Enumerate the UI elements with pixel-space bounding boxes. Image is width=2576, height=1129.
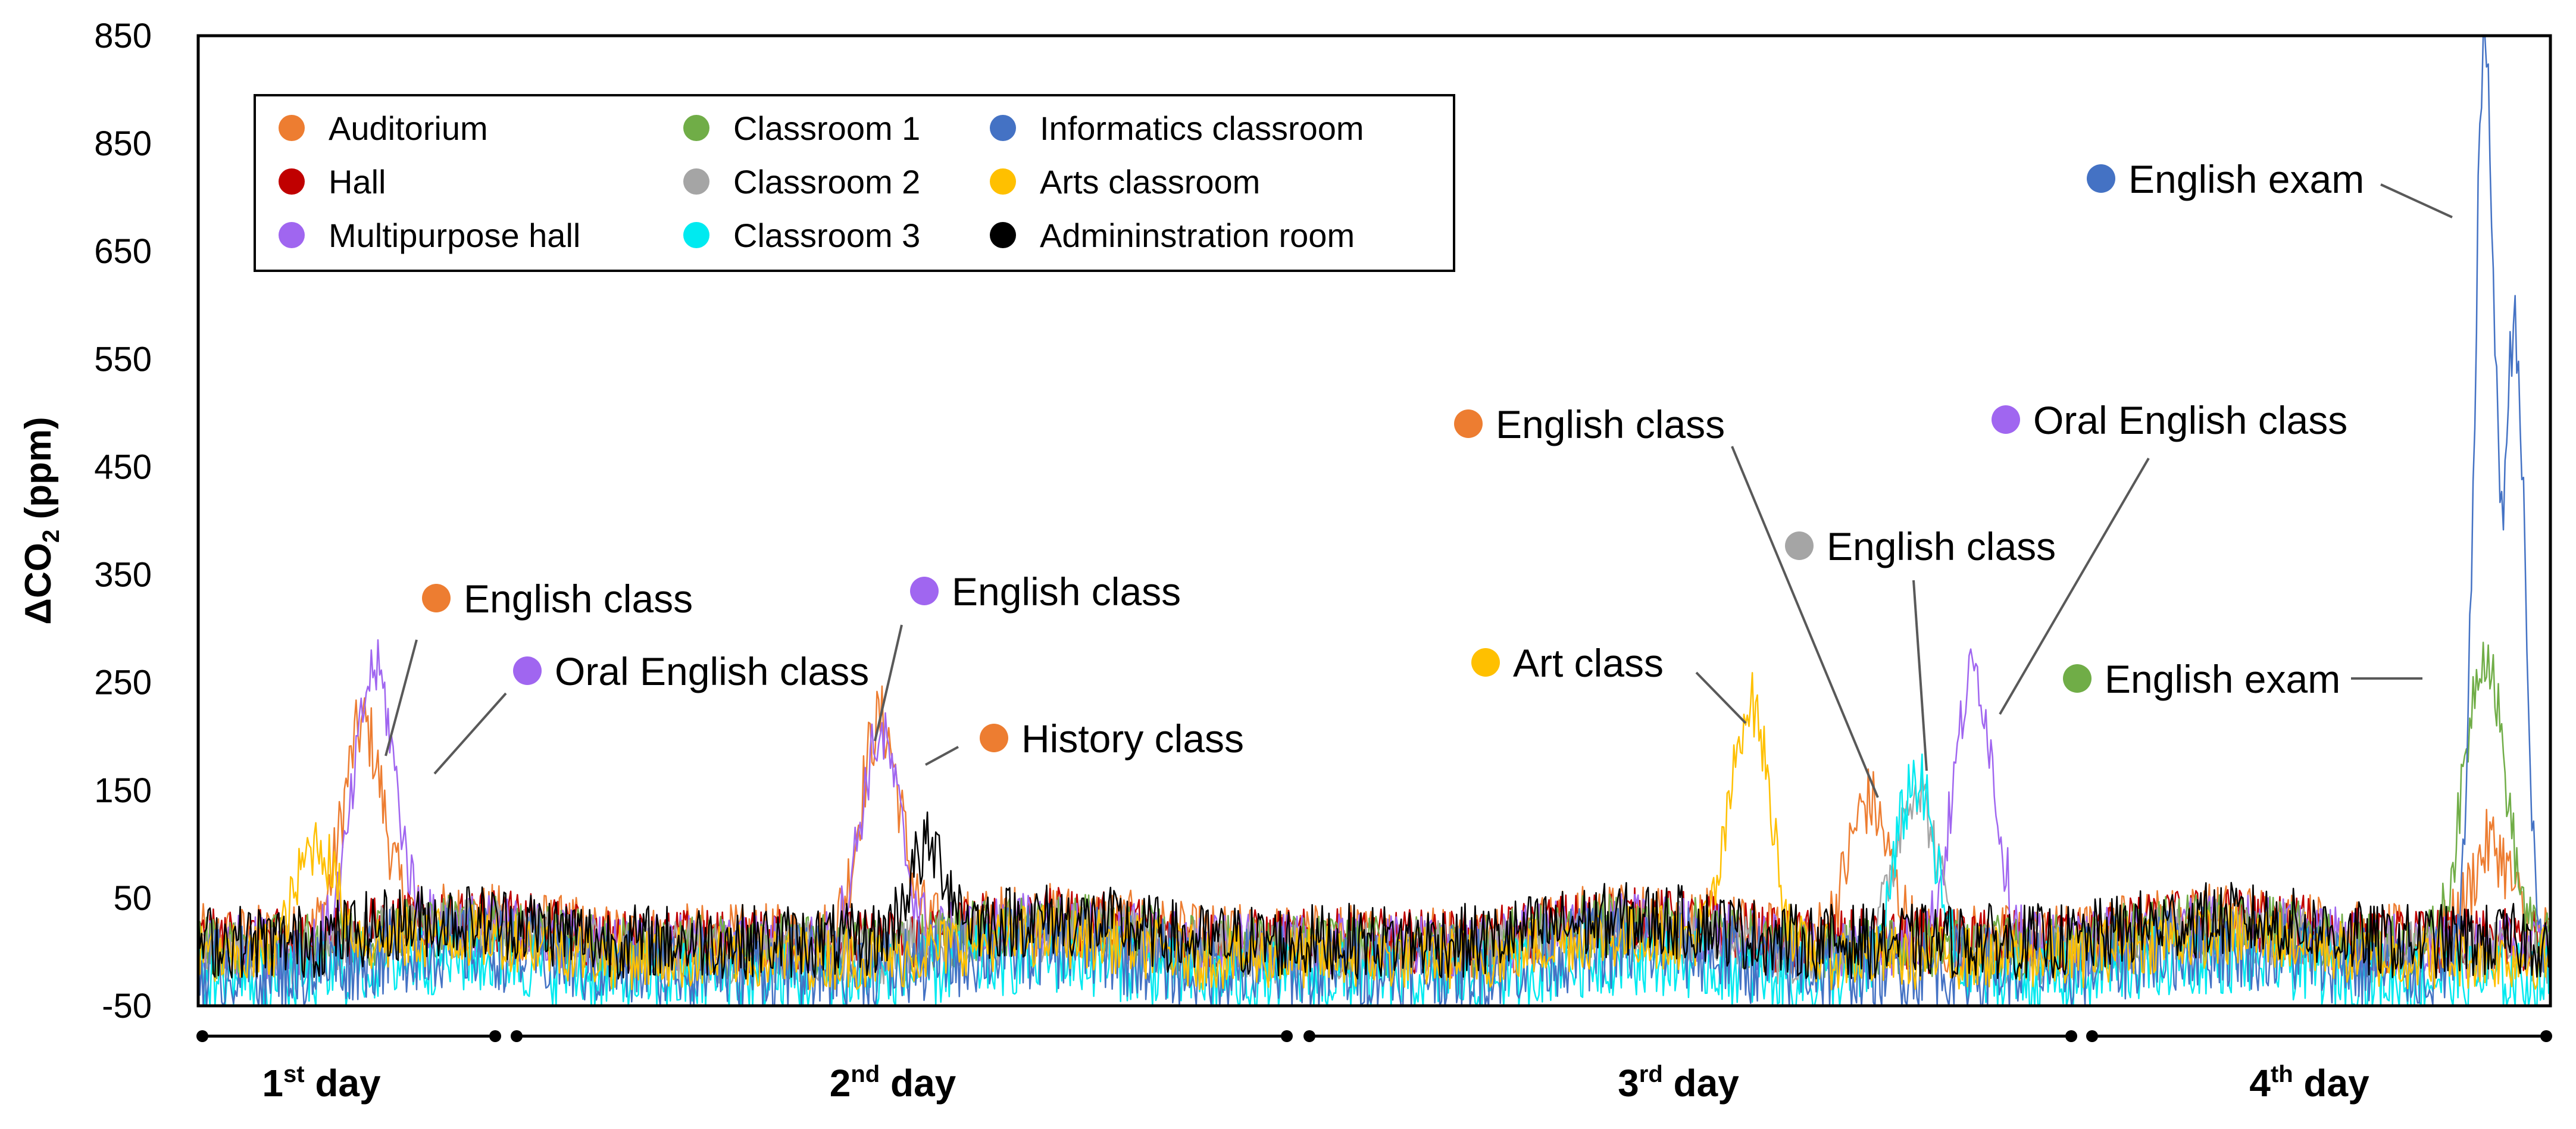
y-tick-label: 150 <box>94 771 152 810</box>
annotation-label: English class <box>1827 524 2056 568</box>
y-tick-label: 850 <box>94 124 152 163</box>
series-line-admininstration-room <box>197 811 2552 980</box>
day-label: 1st day <box>262 1061 381 1105</box>
legend-label: Multipurpose hall <box>329 217 580 254</box>
annotation-marker <box>513 656 542 685</box>
legend-marker <box>279 222 305 248</box>
legend-marker <box>990 222 1016 248</box>
y-tick-label: 850 <box>94 17 152 55</box>
legend-label: Classroom 3 <box>733 217 920 254</box>
legend: Auditorium Hall Multipurpose hall Classroom… <box>254 94 1455 272</box>
y-axis: 850 850 650 550 450 350 250 150 50 -50 <box>94 17 152 1025</box>
legend-label: Classroom 2 <box>733 163 920 201</box>
series-line-arts-classroom <box>197 672 2552 990</box>
series-layer <box>197 35 2552 1007</box>
annotation-label: English class <box>952 570 1181 614</box>
day-bracket-dot <box>489 1030 501 1042</box>
y-axis-label: ΔCO2 (ppm) <box>18 417 64 624</box>
annotation-marker <box>2087 164 2115 193</box>
legend-marker <box>990 115 1016 141</box>
day-bracket-dot <box>196 1030 208 1042</box>
annotation-marker <box>1471 648 1500 677</box>
annotation-marker <box>1992 405 2020 434</box>
legend-marker <box>279 115 305 141</box>
annotation-marker <box>2063 664 2092 693</box>
day-bracket-dot <box>511 1030 523 1042</box>
legend-label: Admininstration room <box>1040 217 1355 254</box>
day-label: 3rd day <box>1618 1061 1739 1105</box>
y-tick-label: 50 <box>113 879 152 918</box>
annotation-leader <box>874 624 903 742</box>
annotation-label: English class <box>464 577 693 621</box>
annotation-leader <box>433 692 507 775</box>
annotation-label: History class <box>1021 717 1244 761</box>
legend-label: Arts classroom <box>1040 163 1260 201</box>
legend-marker <box>990 168 1016 195</box>
legend-marker <box>683 168 709 195</box>
day-axis: 1st day 2nd day 3rd day 4th day <box>196 1030 2552 1105</box>
legend-label: Classroom 1 <box>733 110 920 147</box>
annotation-label: English class <box>1496 402 1725 446</box>
annotation-leader <box>1999 457 2150 715</box>
legend-label: Hall <box>329 163 386 201</box>
annotation-label: English exam <box>2105 657 2340 701</box>
day-bracket-dot <box>1281 1030 1293 1042</box>
y-tick-label: 650 <box>94 232 152 271</box>
y-tick-label: 350 <box>94 556 152 595</box>
annotation-marker <box>422 584 451 612</box>
day-label: 2nd day <box>830 1061 956 1105</box>
day-bracket-dot <box>2540 1030 2552 1042</box>
y-tick-label: 250 <box>94 664 152 702</box>
legend-marker <box>683 115 709 141</box>
legend-marker <box>279 168 305 195</box>
annotation-leader <box>1695 671 1747 724</box>
day-label: 4th day <box>2249 1061 2369 1105</box>
annotation-leader <box>1912 580 1928 771</box>
annotation-label: Oral English class <box>2033 398 2347 442</box>
annotation-label: Art class <box>1513 641 1664 685</box>
annotation-marker <box>1454 409 1483 438</box>
annotation-marker <box>910 577 939 605</box>
day-bracket-dot <box>1303 1030 1315 1042</box>
plot-area-frame <box>196 34 2552 1008</box>
annotation-leader <box>1731 446 1879 798</box>
annotations: English class Oral English class English c… <box>384 157 2453 798</box>
day-bracket-dot <box>2065 1030 2077 1042</box>
legend-label: Auditorium <box>329 110 488 147</box>
day-bracket-dot <box>2086 1030 2098 1042</box>
annotation-marker <box>980 724 1008 752</box>
y-tick-label: 450 <box>94 448 152 486</box>
annotation-label: Oral English class <box>555 649 869 693</box>
legend-box <box>254 94 1455 272</box>
legend-label: Informatics classroom <box>1040 110 1364 147</box>
annotation-leader <box>384 639 418 756</box>
annotation-marker <box>1785 531 1814 560</box>
annotation-leader <box>2380 183 2453 218</box>
y-tick-label: 550 <box>94 340 152 379</box>
annotation-leader <box>925 746 959 766</box>
legend-marker <box>683 222 709 248</box>
annotation-label: English exam <box>2128 157 2364 201</box>
y-tick-label: -50 <box>102 987 152 1025</box>
